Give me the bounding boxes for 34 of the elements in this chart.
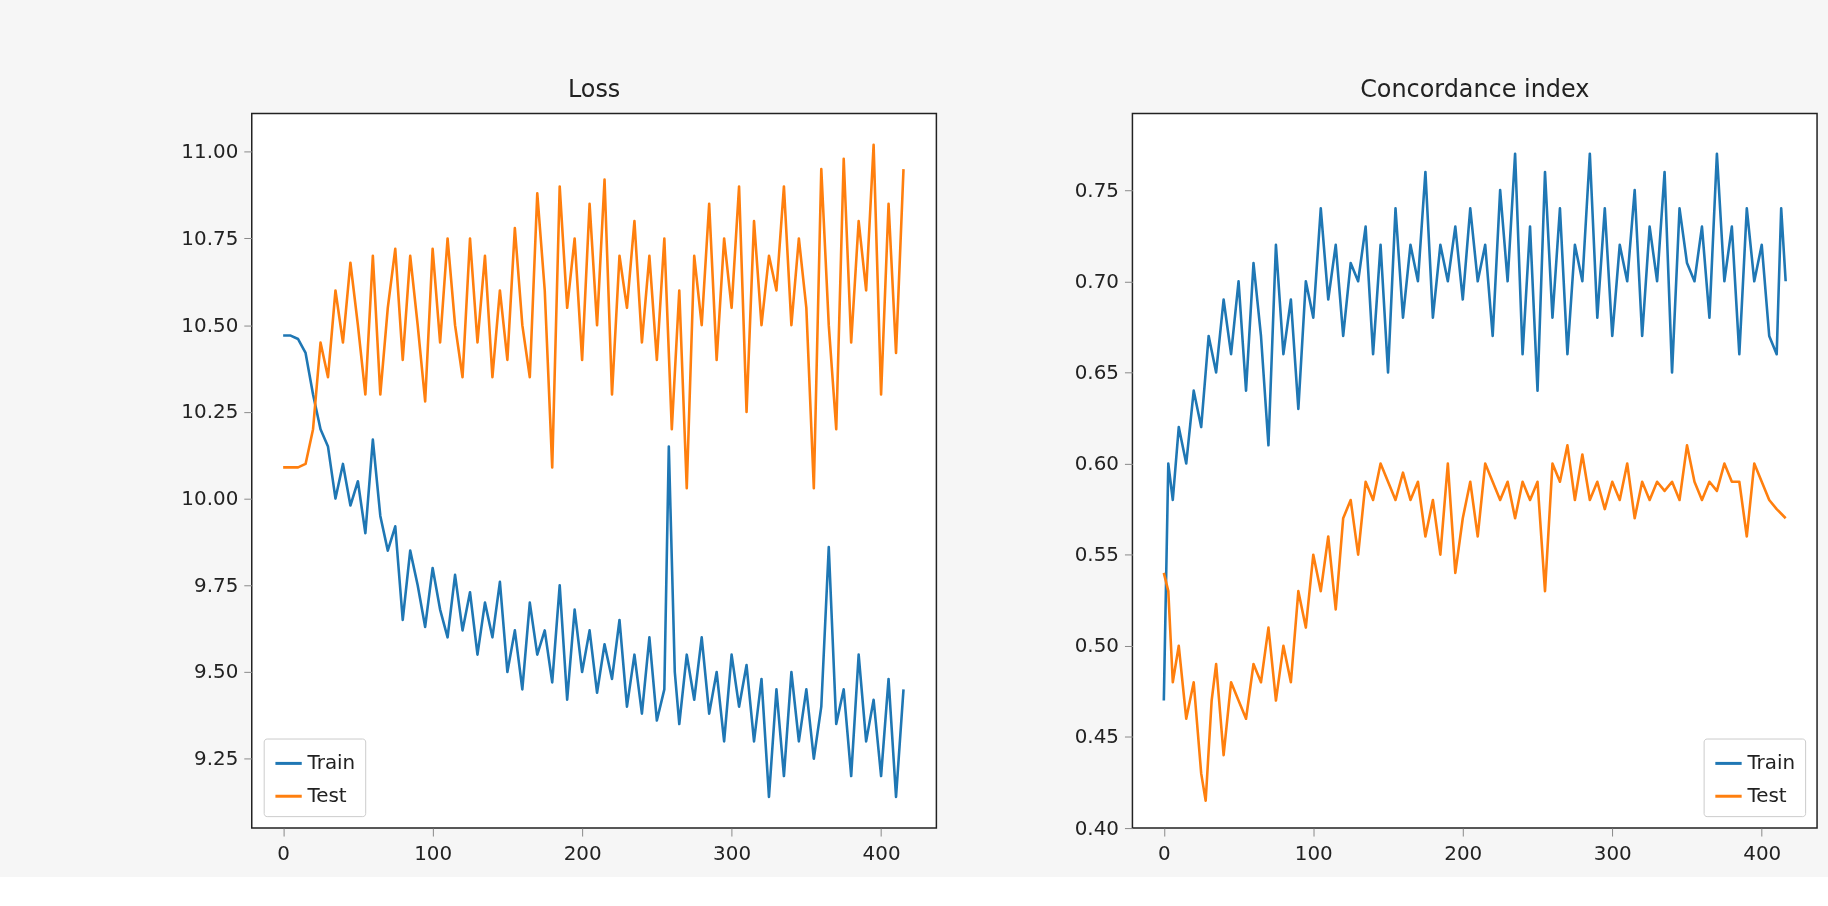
x-tick-label: 400 [862, 842, 901, 866]
y-tick-label: 10.75 [181, 226, 239, 250]
x-tick-label: 100 [414, 842, 453, 866]
x-tick-label: 300 [1593, 842, 1632, 866]
x-tick-label: 200 [563, 842, 602, 866]
x-tick-label: 0 [277, 842, 290, 866]
y-tick-label: 9.25 [194, 747, 239, 771]
legend-label: Train [306, 751, 356, 775]
y-tick-label: 10.25 [181, 400, 239, 424]
legend-label: Test [306, 784, 347, 808]
y-tick-label: 0.70 [1074, 269, 1119, 293]
legend-label: Train [1746, 751, 1796, 775]
x-tick-label: 300 [713, 842, 752, 866]
y-tick-label: 10.50 [181, 313, 239, 337]
x-tick-label: 400 [1743, 842, 1782, 866]
y-tick-label: 0.60 [1074, 452, 1119, 476]
y-tick-label: 0.75 [1074, 178, 1119, 202]
y-tick-label: 0.65 [1074, 360, 1119, 384]
y-tick-label: 0.55 [1074, 543, 1119, 567]
chart-title: Loss [567, 74, 621, 103]
y-tick-label: 9.50 [194, 660, 239, 684]
y-tick-label: 0.50 [1074, 634, 1119, 658]
line-series [1162, 152, 1787, 702]
y-tick-label: 9.75 [194, 573, 239, 597]
y-tick-label: 0.45 [1074, 725, 1119, 749]
x-tick-label: 0 [1157, 842, 1171, 866]
legend-label: Test [1746, 784, 1787, 808]
y-tick-label: 0.40 [1074, 816, 1119, 840]
y-tick-label: 11.00 [181, 140, 239, 164]
y-tick-label: 10.00 [181, 487, 239, 511]
line-series [281, 143, 905, 490]
x-tick-label: 200 [1444, 842, 1483, 866]
chart-title: Concordance index [1360, 74, 1590, 103]
x-tick-label: 100 [1294, 842, 1333, 866]
